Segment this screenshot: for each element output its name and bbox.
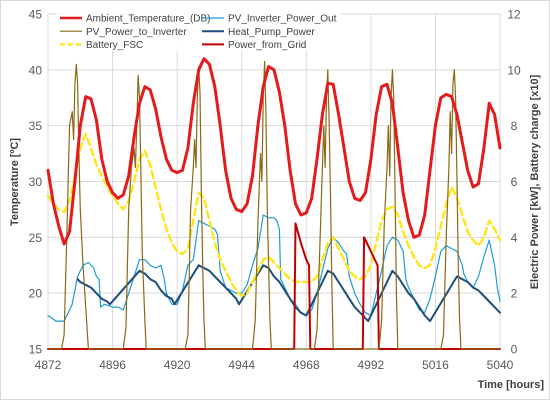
left-y-tick-label: 20 [29,287,43,301]
right-y-tick-label: 4 [511,231,518,245]
series-line-heat-pump-power [76,264,501,323]
x-tick-label: 4944 [228,358,255,372]
right-y-tick-label: 10 [507,63,521,77]
right-y-tick-label: 8 [511,119,518,133]
left-y-tick-label: 35 [29,119,43,133]
right-y-tick-label: 6 [511,175,518,189]
left-y-tick-label: 15 [29,343,43,357]
left-y-tick-label: 45 [29,8,43,22]
series-line-battery-fsc [46,132,502,298]
gridlines [47,13,501,350]
left-y-tick-label: 30 [29,175,43,189]
series-line-pv-inverter-power-out [47,214,501,322]
right-y-tick-label: 2 [511,287,518,301]
legend-label: Heat_Pump_Power [228,27,315,38]
legend: Ambient_Temperature_(DB) PV_Inverter_Powe… [57,11,341,51]
x-tick-label: 4872 [35,358,62,372]
x-tick-label: 4992 [358,358,385,372]
right-y-axis-ticks: 0 2 4 6 8 10 12 [507,8,521,357]
series-group [46,57,502,350]
legend-label: Battery_FSC [86,40,143,51]
left-y-axis-ticks: 15 20 25 30 35 40 45 [29,8,43,357]
x-tick-label: 4896 [99,358,126,372]
legend-label: PV_Inverter_Power_Out [228,14,337,25]
legend-label: Power_from_Grid [228,40,306,51]
x-axis-label: Time [hours] [478,379,545,391]
legend-background [57,11,341,51]
left-y-tick-label: 25 [29,231,43,245]
left-y-tick-label: 40 [29,63,43,77]
x-tick-label: 5016 [422,358,449,372]
legend-label: PV_Power_to_Inverter [86,27,187,38]
series-line-pv-power-to-inverter [47,60,501,350]
right-y-axis-label: Electric Power [kW], Battery charge [x10… [529,74,541,289]
series-line-ambient-temperature-db [46,57,502,246]
left-y-axis-label: Temperature [ºC] [9,138,21,226]
right-y-tick-label: 12 [507,8,521,22]
legend-label: Ambient_Temperature_(DB) [86,14,211,25]
x-axis-ticks: 4872 4896 4920 4944 4968 4992 5016 5040 [35,358,514,372]
x-tick-label: 4920 [164,358,191,372]
x-tick-label: 5040 [487,358,514,372]
x-tick-label: 4968 [293,358,320,372]
right-y-tick-label: 0 [511,343,518,357]
